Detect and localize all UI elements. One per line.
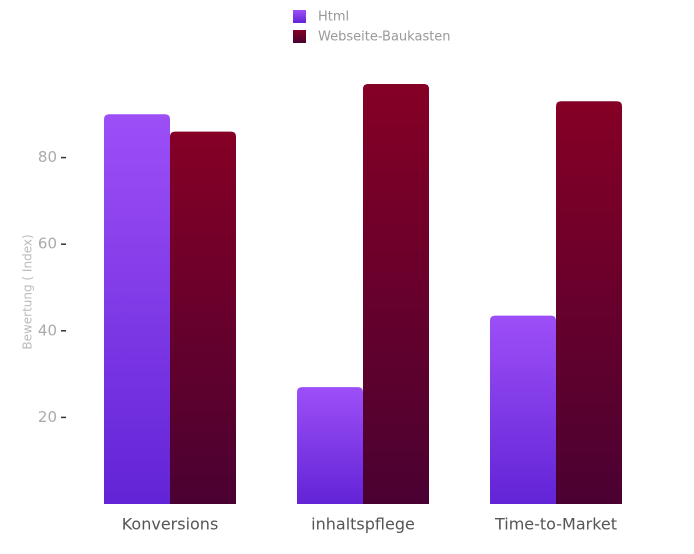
bar — [170, 131, 236, 504]
bar — [104, 114, 170, 505]
x-tick-label: inhaltspflege — [311, 515, 415, 534]
bar — [490, 315, 556, 504]
y-tick-label: 40 — [38, 321, 57, 339]
legend-label: Webseite-Baukasten — [318, 30, 451, 45]
legend-swatch — [293, 10, 306, 23]
x-tick-label: Konversions — [122, 515, 219, 534]
legend-swatch — [293, 30, 306, 43]
bar — [363, 83, 429, 505]
bar — [556, 101, 622, 504]
x-tick-label: Time-to-Market — [494, 515, 617, 534]
bar — [297, 387, 363, 504]
y-tick-label: 20 — [38, 408, 57, 426]
y-tick-label: 60 — [38, 235, 57, 253]
y-tick-label: 80 — [38, 148, 57, 166]
y-axis-label: Bewertung ( Index) — [21, 234, 35, 349]
legend-label: Html — [318, 10, 349, 25]
